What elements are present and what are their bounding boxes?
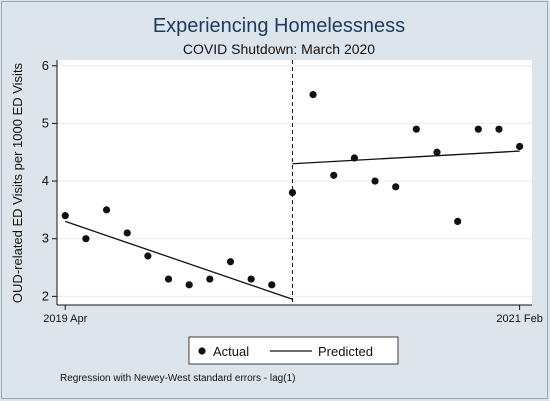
actual-point (309, 90, 317, 99)
actual-point (350, 154, 358, 162)
y-tick-label: 6 (42, 58, 49, 73)
actual-point (454, 217, 462, 226)
actual-point (61, 212, 69, 220)
actual-point (226, 258, 235, 266)
actual-point (268, 281, 276, 289)
actual-point (288, 188, 297, 197)
chart-title: Experiencing Homelessness (153, 15, 405, 37)
actual-point (474, 125, 482, 133)
x-tick-label: 2019 Apr (43, 313, 87, 325)
actual-point (185, 281, 193, 289)
actual-point (392, 183, 400, 191)
actual-point (516, 142, 524, 151)
axes: 2 3 4 5 6 2019 Apr 2021 Feb (42, 58, 543, 325)
actual-point (123, 229, 131, 237)
actual-point (247, 275, 255, 283)
actual-point (371, 177, 379, 185)
y-tick-label: 3 (42, 231, 49, 246)
predicted-line-segment (292, 150, 520, 165)
actual-point (412, 125, 420, 133)
predicted-line-segment (65, 220, 293, 300)
legend: Actual Predicted (188, 336, 399, 365)
legend-actual-label: Actual (213, 344, 249, 359)
y-tick-label: 2 (42, 288, 49, 303)
y-axis-label: OUD-related ED Visits per 1000 ED Visits (10, 62, 25, 303)
actual-point (82, 235, 90, 243)
actual-point (144, 252, 152, 260)
legend-predicted-label: Predicted (318, 344, 373, 359)
actual-point (330, 171, 338, 179)
actual-point (206, 275, 214, 283)
actual-point (102, 206, 111, 214)
actual-point (164, 275, 173, 283)
data-marks (61, 60, 524, 305)
x-tick-label: 2021 Feb (496, 313, 542, 325)
plot-area (57, 60, 532, 305)
grid (57, 65, 532, 297)
y-tick-label: 4 (42, 173, 49, 188)
chart-subtitle: COVID Shutdown: March 2020 (183, 41, 375, 57)
actual-point (495, 125, 503, 133)
y-tick-label: 5 (42, 115, 49, 130)
actual-point (433, 148, 441, 156)
chart-note: Regression with Newey-West standard erro… (60, 373, 295, 384)
legend-actual-marker (198, 347, 206, 355)
